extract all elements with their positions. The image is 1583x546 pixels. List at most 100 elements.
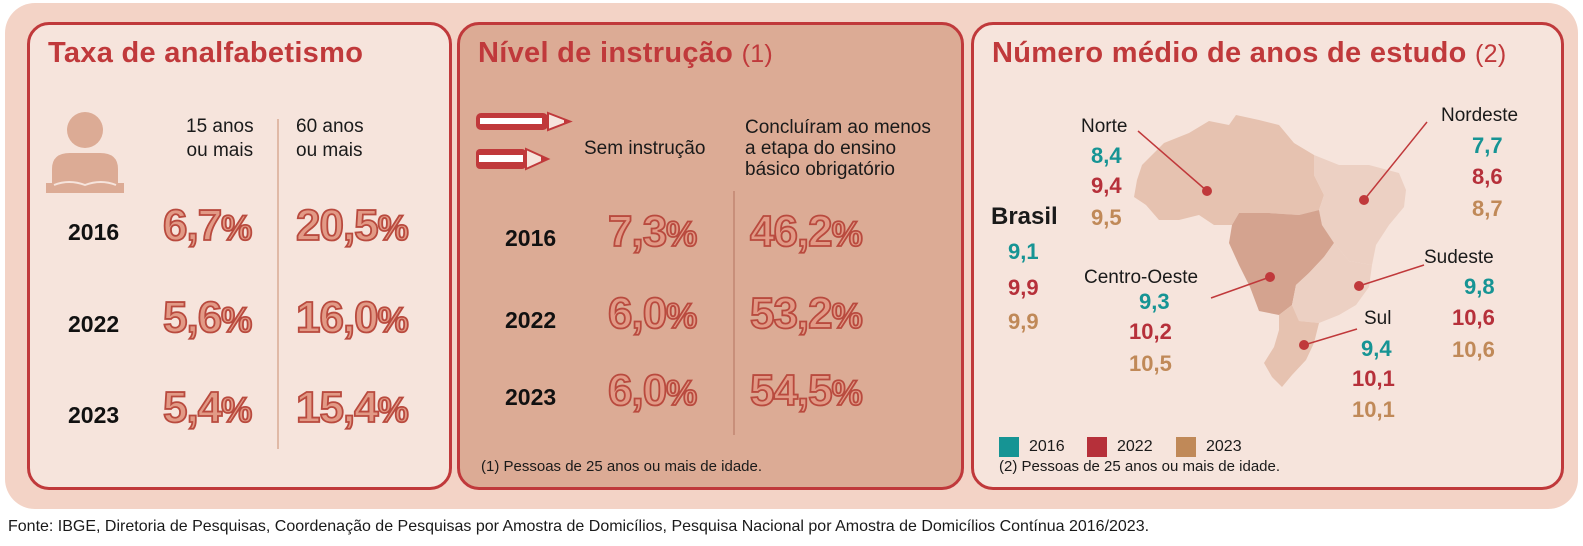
percent-sign: % [831,214,864,255]
row-year: 2022 [505,307,557,333]
legend-swatch-2016 [999,437,1019,457]
brasil-label: Brasil [991,203,1058,230]
percent-sign: % [220,208,253,249]
value-completed-basic: 53,2% [749,288,864,339]
row-year: 2016 [505,225,557,251]
percent-sign: % [377,208,410,249]
legend-label-2023: 2023 [1206,438,1242,455]
column-divider [277,119,279,449]
nordeste-2023: 8,7 [1472,196,1503,221]
row-year: 2022 [68,311,120,337]
centro-oeste-2022: 10,2 [1129,319,1172,344]
col-header-60plus-line1: 60 anos [296,116,364,137]
value-completed-basic: 46,2% [749,206,864,257]
sul-2022: 10,1 [1352,366,1395,391]
nordeste-2022: 8,6 [1472,164,1503,189]
value-number: 7,3 [607,206,668,257]
legend-item-2022: 2022 [1087,437,1153,457]
norte-2016: 8,4 [1091,143,1122,168]
value-number: 6,7 [162,200,223,251]
panel-education-title-note: (1) [741,40,774,68]
col-header-completed-line3: básico obrigatório [745,159,895,180]
value-completed-basic: 54,5% [749,365,864,416]
footnote-1: (1) Pessoas de 25 anos ou mais de idade. [481,458,763,475]
panel-years-title-note: (2) [1475,40,1507,68]
percent-sign: % [220,390,253,431]
value-15plus: 5,4% [162,382,253,433]
value-number: 53,2 [749,288,833,339]
legend-item-2016: 2016 [999,437,1065,457]
percent-sign: % [665,373,698,414]
column-divider [733,191,735,435]
panel-illiteracy: Taxa de analfabetismo 15 anos ou mais 60… [27,22,452,490]
value-60plus: 20,5% [295,200,410,251]
brasil-2022: 9,9 [1008,275,1039,300]
region-centro-oeste [1229,210,1334,315]
panel-years-title: Número médio de anos de estudo (2) [992,37,1507,70]
row-year: 2023 [68,402,120,428]
centro-oeste-2023: 10,5 [1129,351,1172,376]
pencils-icon [476,111,573,171]
sul-2023: 10,1 [1352,397,1395,422]
legend-swatch-2022 [1087,437,1107,457]
value-no-instruction: 6,0% [607,365,698,416]
norte-label: Norte [1081,116,1128,137]
percent-sign: % [377,390,410,431]
col-header-completed-line2: a etapa do ensino [745,138,897,159]
legend-swatch-2023 [1176,437,1196,457]
brasil-2016: 9,1 [1008,239,1039,264]
centro-oeste-2016: 9,3 [1139,289,1170,314]
panel-years-of-study: Número médio de anos de estudo (2) Brasi… [971,22,1564,490]
percent-sign: % [665,296,698,337]
value-15plus: 5,6% [162,292,253,343]
value-no-instruction: 6,0% [607,288,698,339]
reader-icon [46,112,124,193]
sul-2016: 9,4 [1361,336,1392,361]
col-header-60plus: 60 anos ou mais [296,115,364,163]
col-header-15plus: 15 anos ou mais [186,115,254,163]
col-header-60plus-line2: ou mais [296,140,363,161]
sudeste-2016: 9,8 [1464,274,1495,299]
value-15plus: 6,7% [162,200,253,251]
panel-education-title-text: Nível de instrução [478,37,734,69]
percent-sign: % [220,300,253,341]
panel-education-level: Nível de instrução (1) Sem instrução Con… [457,22,964,490]
brazil-map [1134,115,1428,387]
sudeste-label: Sudeste [1424,247,1494,268]
nordeste-label: Nordeste [1441,105,1519,126]
nordeste-2016: 7,7 [1472,133,1503,158]
value-number: 6,0 [607,288,668,339]
value-number: 15,4 [295,382,379,433]
value-number: 6,0 [607,365,668,416]
panel-years-title-text: Número médio de anos de estudo [992,37,1467,69]
col-header-15plus-line2: ou mais [186,140,254,161]
value-number: 16,0 [295,292,379,343]
col-header-completed-basic: Concluíram ao menos a etapa do ensino bá… [745,117,931,180]
panel-education-title: Nível de instrução (1) [478,37,773,70]
legend-label-2016: 2016 [1029,438,1065,455]
sudeste-2023: 10,6 [1452,337,1495,362]
footnote-2: (2) Pessoas de 25 anos ou mais de idade. [999,458,1281,475]
col-header-no-instruction: Sem instrução [584,138,706,159]
region-norte [1134,115,1324,225]
value-number: 54,5 [749,365,833,416]
value-number: 5,4 [162,382,223,433]
brasil-2023: 9,9 [1008,309,1039,334]
norte-2022: 9,4 [1091,173,1122,198]
percent-sign: % [831,373,864,414]
value-no-instruction: 7,3% [607,206,698,257]
value-number: 5,6 [162,292,223,343]
norte-2023: 9,5 [1091,205,1122,230]
row-year: 2016 [68,219,120,245]
percent-sign: % [377,300,410,341]
col-header-completed-line1: Concluíram ao menos [745,117,931,138]
percent-sign: % [665,214,698,255]
legend-label-2022: 2022 [1117,438,1153,455]
value-number: 46,2 [749,206,833,257]
legend-item-2023: 2023 [1176,437,1242,457]
sul-label: Sul [1364,308,1392,329]
row-year: 2023 [505,384,557,410]
sudeste-2022: 10,6 [1452,305,1495,330]
source-note: Fonte: IBGE, Diretoria de Pesquisas, Coo… [8,518,1150,535]
value-60plus: 16,0% [295,292,410,343]
